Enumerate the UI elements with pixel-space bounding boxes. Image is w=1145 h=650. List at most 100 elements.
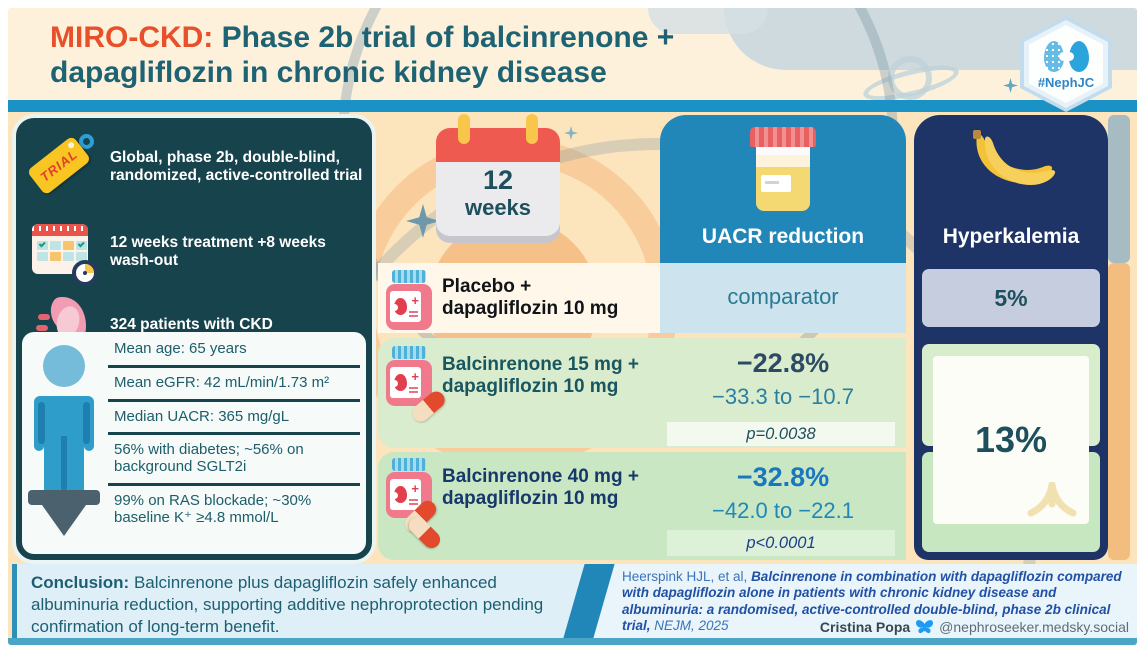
kidney-glyph <box>394 486 407 503</box>
pvalue-balcinrenone-40: p<0.0001 <box>667 530 895 556</box>
bottle-cap <box>392 346 426 359</box>
value-placebo-uacr: comparator <box>727 284 839 309</box>
cup-label <box>761 175 791 192</box>
calendar-pin <box>526 114 538 144</box>
arm-label-balcinrenone-40: Balcinrenone 40 mg + dapagliflozin 10 mg <box>442 466 662 510</box>
calendar-cell <box>63 241 74 250</box>
calendar-clock-icon <box>30 220 98 286</box>
arm-line2: dapagliflozin 10 mg <box>442 297 619 319</box>
left-kidney-icon <box>1043 40 1068 72</box>
nephjc-badge: #NephJC <box>1020 16 1112 112</box>
conclusion-panel: Conclusion: Balcinrenone plus dapagliflo… <box>12 564 592 638</box>
duration-value: 12 <box>482 165 514 195</box>
citation-title: Balcinrenone in combination with dapagli… <box>622 569 1122 634</box>
page-title: MIRO-CKD: Phase 2b trial of balcinrenone… <box>50 20 1010 90</box>
stat-ras-potassium: 99% on RAS blockade; ~30% baseline K⁺ ≥4… <box>114 491 312 526</box>
title-line2: dapagliflozin in chronic kidney disease <box>50 56 607 90</box>
conclusion-label: Conclusion: <box>31 573 130 592</box>
banana-peel-icon <box>1027 482 1077 517</box>
stat-diabetes-sglt2i: 56% with diabetes; ~56% on background SG… <box>108 435 360 486</box>
credit-name: Cristina Popa <box>819 619 911 635</box>
ci-balcinrenone-15: −33.3 to −10.7 <box>712 384 854 409</box>
value-placebo-hyperkalemia: 5% <box>922 269 1100 327</box>
citation-authors: Heerspink HJL, et al, <box>622 569 752 584</box>
stat-mean-egfr: Mean eGFR: 42 mL/min/1.73 m² <box>108 368 360 402</box>
kidney-notch <box>391 380 398 387</box>
label-lines <box>409 311 418 313</box>
kidney-glyph <box>394 298 407 315</box>
calendar-cell <box>76 252 87 261</box>
arm-line1: Balcinrenone 40 mg + <box>442 466 639 487</box>
mini-calendar-grid <box>37 240 87 261</box>
baseline-stats-panel: Mean age: 65 years Mean eGFR: 42 mL/min/… <box>22 332 366 554</box>
duration-calendar-icon: 12 weeks <box>436 114 560 236</box>
stat-median-uacr: Median UACR: 365 mg/gL <box>108 402 360 436</box>
stat-mean-age: Mean age: 65 years <box>108 334 360 368</box>
pill-bottle-icon: + <box>386 270 432 330</box>
fact-text: 324 patients with CKD <box>110 315 273 333</box>
hyperkalemia-combined-card: 13% <box>933 356 1089 524</box>
header-divider-bar <box>8 100 1137 112</box>
trial-acronym: MIRO-CKD: <box>50 21 214 54</box>
title-line1: Phase 2b trial of balcinrenone + <box>213 21 675 54</box>
plus-glyph: + <box>411 369 419 384</box>
plus-glyph: + <box>411 293 419 308</box>
cell-placebo-uacr <box>660 263 906 333</box>
mini-calendar-header <box>32 224 88 236</box>
arm-label-placebo: Placebo + dapagliflozin 10 mg <box>442 276 662 320</box>
fact-text: Global, phase 2b, double-blind, randomiz… <box>110 148 363 184</box>
right-kidney-icon <box>1064 40 1089 72</box>
label-lines <box>409 387 418 389</box>
badge-hexagon-face: #NephJC <box>1029 25 1103 103</box>
fact-text: 12 weeks treatment +8 weeks wash-out <box>110 233 326 269</box>
bottom-border-strip <box>8 638 1137 645</box>
decoration-gray-strip <box>1108 115 1130 263</box>
trial-summary-sidebar: TRIAL Global, phase 2b, double-blind, ra… <box>12 114 376 564</box>
value-balcinrenone-15-uacr: −22.8% <box>736 348 830 378</box>
bottle-body: + <box>386 360 432 406</box>
conclusion-text: Balcinrenone plus dapagliflozin safely e… <box>31 573 544 637</box>
patient-icon <box>26 340 102 545</box>
calendar-cell <box>50 241 61 250</box>
tag-label: TRIAL <box>37 146 81 185</box>
duration-unit: weeks <box>464 194 532 220</box>
fact-duration: 12 weeks treatment +8 weeks wash-out <box>30 220 364 286</box>
arm-line2: dapagliflozin 10 mg <box>442 487 619 509</box>
badge-label: #NephJC <box>1037 74 1095 90</box>
kidneys-icon <box>1043 40 1089 72</box>
plus-glyph: + <box>411 481 419 496</box>
cup-rim <box>756 147 810 155</box>
bottle: + <box>386 270 432 330</box>
calendar-cell <box>50 252 61 261</box>
bottle-label: + <box>390 367 421 398</box>
arm-line1: Placebo + <box>442 276 532 297</box>
column-header-hyperkalemia: Hyperkalemia <box>914 115 1108 263</box>
citation-journal: NEJM, 2025 <box>650 618 729 634</box>
citation: Heerspink HJL, et al, Balcinrenone in co… <box>622 569 1128 635</box>
clock-center <box>83 271 87 275</box>
calendar-cell <box>37 252 48 261</box>
calendar-body: 12 weeks <box>436 128 560 236</box>
calendar-cell <box>37 240 48 250</box>
author-credit: Cristina Popa @nephroseeker.medsky.socia… <box>815 619 1129 635</box>
bottle-cap <box>392 270 426 283</box>
hyperkalemia-combined-value: 13% <box>974 419 1048 460</box>
citation-panel: Heerspink HJL, et al, Balcinrenone in co… <box>592 564 1137 638</box>
pill-bottle-two-capsules-icon: + <box>386 458 444 552</box>
calendar-cell <box>63 252 74 261</box>
bottle-label: + <box>390 479 421 510</box>
duration-label: 12 weeks <box>436 165 560 220</box>
bananas-icon <box>973 130 1056 185</box>
value-balcinrenone-40-uacr: −32.8% <box>736 462 830 492</box>
bottle: + <box>386 346 432 406</box>
kidney-glyph <box>394 374 407 391</box>
calendar-pin <box>458 114 470 144</box>
arm-line1: Balcinrenone 15 mg + <box>442 354 639 375</box>
arm-label-balcinrenone-15: Balcinrenone 15 mg + dapagliflozin 10 mg <box>442 354 662 398</box>
column-header-uacr: UACR reduction <box>660 115 906 263</box>
calendar-header <box>436 128 560 162</box>
calendar-cell <box>76 240 87 250</box>
infographic-canvas: MIRO-CKD: Phase 2b trial of balcinrenone… <box>8 8 1137 645</box>
cup-lid <box>750 127 816 147</box>
